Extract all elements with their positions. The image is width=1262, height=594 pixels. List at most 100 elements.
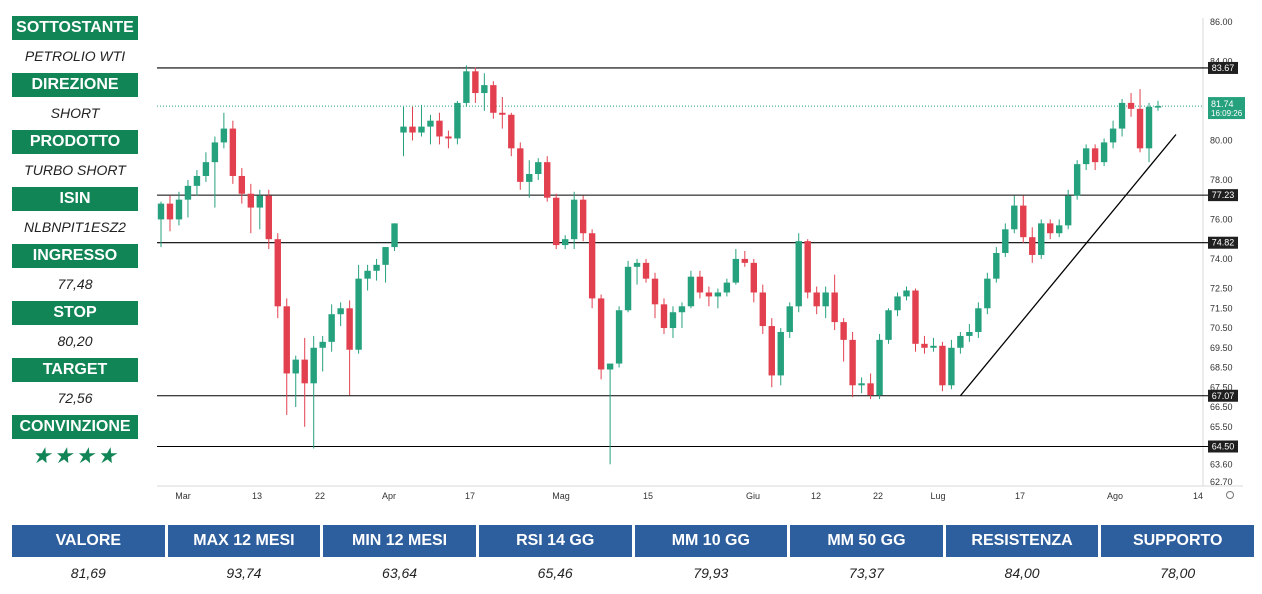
candle-body <box>885 310 892 340</box>
candle-body <box>328 314 335 342</box>
stats-header-row: VALORE MAX 12 MESI MIN 12 MESI RSI 14 GG… <box>12 525 1254 557</box>
candle-body <box>391 223 398 248</box>
candle-body <box>1154 106 1162 108</box>
level-label-bg <box>1208 389 1238 402</box>
y-tick-label: 72.50 <box>1210 284 1233 294</box>
candle-body <box>346 308 353 350</box>
candle-body <box>633 262 641 267</box>
countdown-label: 16:09:26 <box>1211 109 1243 118</box>
candle-body <box>1118 102 1126 129</box>
candle-body <box>1109 128 1117 143</box>
y-tick-label: 63.60 <box>1210 459 1233 469</box>
trendline <box>959 134 1177 397</box>
isin-label: ISIN <box>12 187 138 211</box>
settings-icon <box>1226 491 1234 499</box>
candle-body <box>831 292 838 323</box>
prodotto-value: TURBO SHORT <box>24 162 126 178</box>
candle-body <box>1064 195 1072 226</box>
stat-value: 79,93 <box>693 565 729 581</box>
candle-body <box>588 233 596 299</box>
candle-body <box>948 347 955 386</box>
x-tick-label: Mag <box>552 491 570 501</box>
candle-body <box>193 175 201 186</box>
candle-body <box>220 128 228 143</box>
candle-body <box>651 278 659 305</box>
candle-body <box>840 322 847 340</box>
candle-body <box>382 247 389 265</box>
candle-body <box>427 120 434 127</box>
y-tick-label: 62.70 <box>1210 477 1233 487</box>
candle-body <box>597 298 605 370</box>
candle-body <box>355 278 362 350</box>
candle-body <box>849 339 856 386</box>
x-tick-label: 22 <box>315 491 325 501</box>
isin-value: NLBNPIT1ESZ2 <box>24 219 126 235</box>
candle-body <box>1011 205 1018 230</box>
candle-body <box>579 199 587 234</box>
x-tick-label: Lug <box>930 491 945 501</box>
candle-body <box>1038 223 1045 255</box>
candle-body <box>939 345 946 386</box>
x-tick-label: Ago <box>1107 491 1123 501</box>
candle-body <box>669 312 677 329</box>
x-tick-label: 13 <box>252 491 262 501</box>
price-label-bg <box>1208 97 1245 120</box>
y-tick-label: 67.50 <box>1210 382 1233 392</box>
candle-body <box>930 345 937 348</box>
sottostante-label: SOTTOSTANTE <box>12 16 138 40</box>
stat-header: SUPPORTO <box>1101 525 1254 557</box>
level-label-bg <box>1208 440 1238 453</box>
sottostante-value: PETROLIO WTI <box>24 48 126 64</box>
y-tick-label: 68.50 <box>1210 363 1233 373</box>
candle-body <box>561 239 569 246</box>
y-tick-label: 74.00 <box>1210 254 1233 264</box>
candle-body <box>723 282 731 293</box>
y-tick-label: 69.50 <box>1210 343 1233 353</box>
level-label-bg <box>1208 236 1238 249</box>
candle-body <box>418 126 425 133</box>
candle-body <box>966 331 973 336</box>
y-tick-label: 65.50 <box>1210 422 1233 432</box>
stop-value: 80,20 <box>57 333 93 349</box>
candle-body <box>984 278 991 309</box>
candle-body <box>696 276 704 293</box>
candle-body <box>463 71 470 103</box>
candle-body <box>319 341 326 348</box>
candle-body <box>499 112 506 115</box>
candle-body <box>795 241 802 307</box>
candle-body <box>337 308 344 315</box>
candle-body <box>678 306 686 313</box>
candle-body <box>1136 108 1144 149</box>
candle-body <box>642 262 650 279</box>
candle-body <box>229 128 237 176</box>
candle-body <box>957 335 964 348</box>
stat-header: MM 50 GG <box>790 525 943 557</box>
price-chart[interactable]: 86.0084.0082.0080.0078.0076.0074.0072.50… <box>153 18 1246 506</box>
candle-body <box>867 383 874 396</box>
candle-body <box>544 162 551 198</box>
stat-value: 78,00 <box>1160 565 1196 581</box>
candle-body <box>517 148 524 182</box>
stat-value: 65,46 <box>537 565 573 581</box>
direzione-label: DIREZIONE <box>12 73 138 97</box>
y-tick-label: 86.00 <box>1210 18 1233 27</box>
candle-body <box>256 195 264 208</box>
candle-body <box>606 363 614 370</box>
candle-body <box>1002 229 1009 253</box>
y-tick-label: 76.00 <box>1210 214 1233 224</box>
candle-body <box>283 306 290 374</box>
chart-canvas: 86.0084.0082.0080.0078.0076.0074.0072.50… <box>157 18 1245 501</box>
conviction-stars-icon: ★★★★ <box>31 443 119 468</box>
candle-body <box>1082 148 1090 165</box>
level-label: 74.82 <box>1212 238 1235 248</box>
candle-body <box>247 193 255 208</box>
candle-body <box>1047 223 1054 234</box>
candle-body <box>526 174 533 182</box>
current-price-label: 81.74 <box>1211 99 1234 109</box>
candle-body <box>310 347 317 384</box>
level-label: 77.23 <box>1212 190 1235 200</box>
x-tick-label: Mar <box>175 491 191 501</box>
x-tick-label: 22 <box>873 491 883 501</box>
x-tick-label: 17 <box>1015 491 1025 501</box>
candle-body <box>777 331 784 376</box>
